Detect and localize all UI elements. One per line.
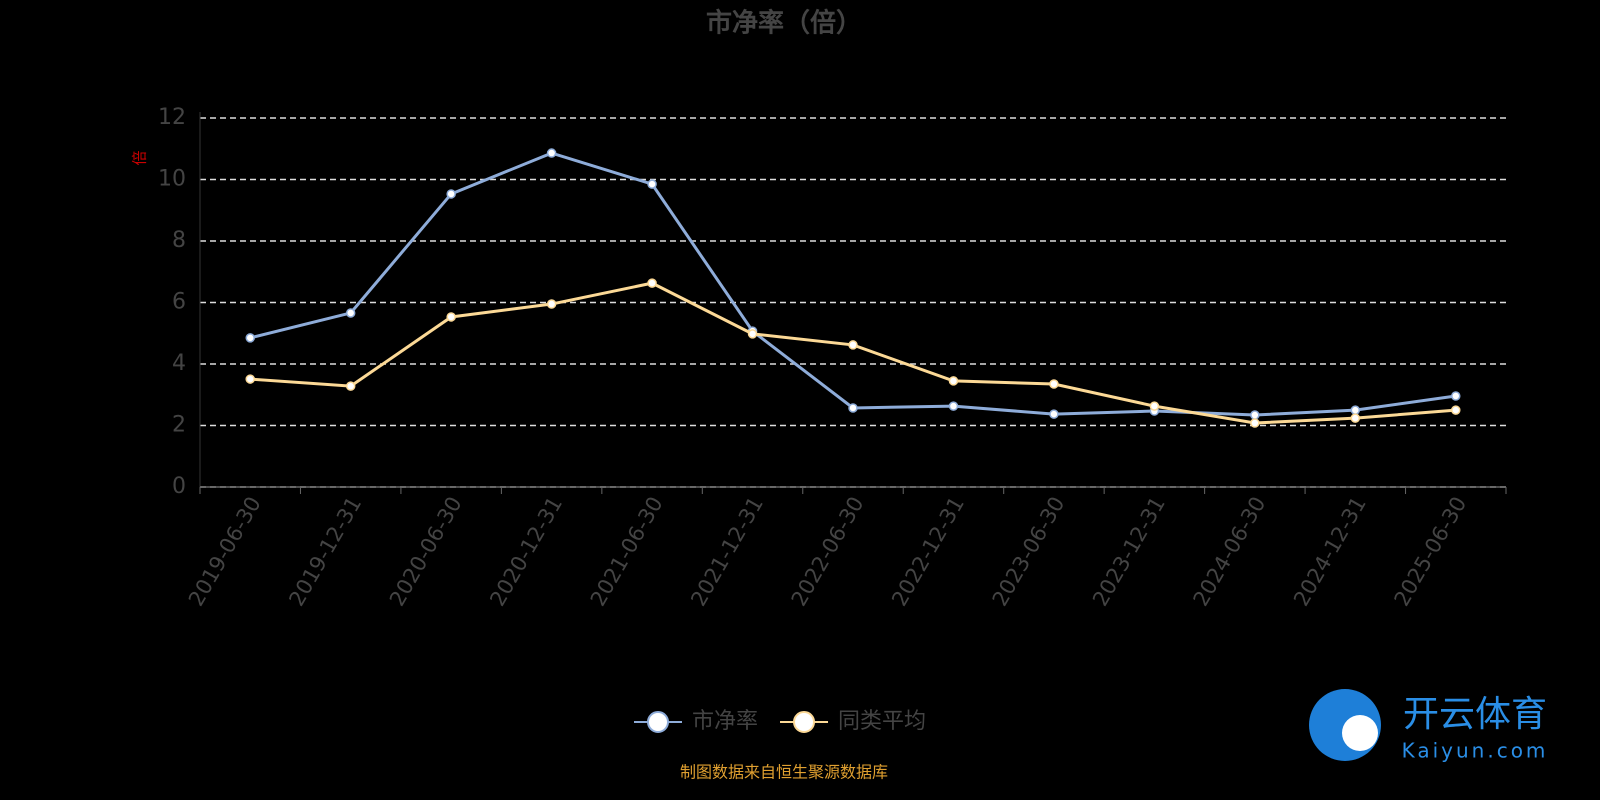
y-tick-label: 4 bbox=[172, 351, 186, 376]
point bbox=[948, 376, 959, 386]
legend-marker bbox=[793, 711, 816, 733]
point bbox=[345, 381, 356, 391]
y-axis-label: 倍 bbox=[131, 150, 149, 165]
point bbox=[446, 312, 456, 322]
y-tick-label: 8 bbox=[172, 228, 186, 253]
point bbox=[1250, 418, 1260, 428]
source-note: 制图数据来自恒生聚源数据库 bbox=[680, 763, 888, 782]
watermark: 开云体育 Kaiyun.com bbox=[1309, 689, 1549, 763]
y-tick-label: 2 bbox=[172, 413, 186, 438]
point bbox=[1149, 401, 1160, 411]
point bbox=[446, 189, 456, 199]
point bbox=[647, 179, 657, 189]
y-tick-label: 6 bbox=[172, 290, 186, 315]
point bbox=[345, 308, 356, 318]
y-tick-label: 0 bbox=[172, 474, 186, 499]
y-tick-label: 12 bbox=[158, 105, 186, 130]
point bbox=[1250, 410, 1260, 420]
brand: 开云体育 bbox=[1403, 694, 1547, 735]
legend-item: 市净率 bbox=[634, 709, 758, 734]
point bbox=[245, 374, 255, 384]
site: Kaiyun.com bbox=[1402, 739, 1549, 763]
point bbox=[647, 278, 657, 288]
point bbox=[1350, 405, 1361, 415]
point bbox=[1049, 409, 1059, 419]
point bbox=[848, 340, 858, 350]
point bbox=[1451, 391, 1461, 401]
y-tick-label: 10 bbox=[158, 167, 186, 192]
point bbox=[546, 299, 557, 309]
point bbox=[245, 333, 255, 343]
chart-title: 市净率（倍） bbox=[706, 8, 862, 39]
legend-item: 同类平均 bbox=[780, 709, 926, 734]
point bbox=[1350, 413, 1361, 423]
point bbox=[1049, 379, 1059, 389]
point bbox=[848, 403, 858, 413]
point bbox=[1451, 405, 1461, 415]
legend-marker bbox=[647, 711, 669, 733]
point bbox=[546, 148, 557, 158]
point bbox=[747, 329, 758, 339]
legend-label: 同类平均 bbox=[838, 709, 926, 734]
logo-ball bbox=[1342, 715, 1378, 751]
legend-label: 市净率 bbox=[692, 709, 758, 734]
point bbox=[948, 401, 959, 411]
